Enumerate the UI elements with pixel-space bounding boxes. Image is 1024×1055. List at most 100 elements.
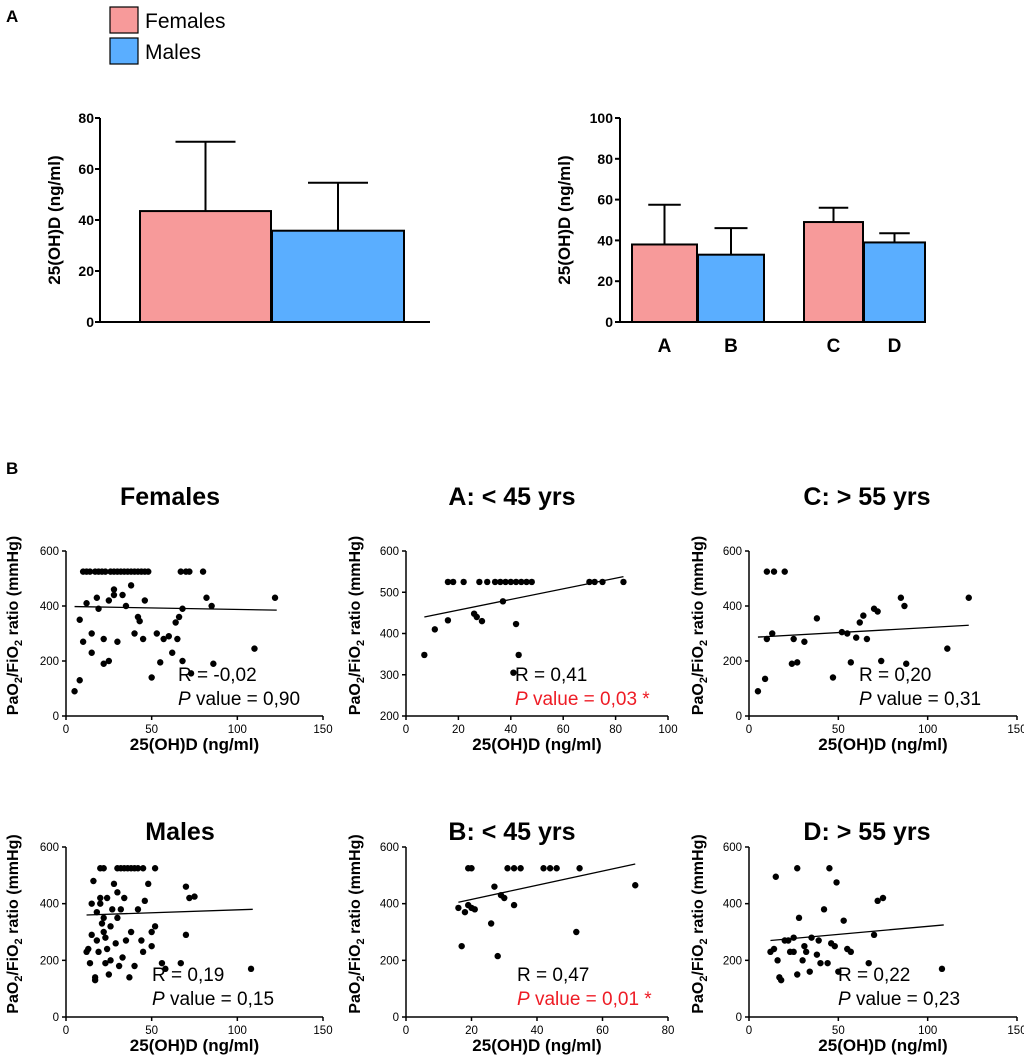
data-point (833, 879, 840, 886)
data-point (879, 894, 887, 902)
data-point (93, 908, 101, 916)
bar (803, 221, 864, 323)
x-tick-label: 150 (313, 1025, 332, 1037)
y-tick-label: 0 (736, 1012, 742, 1024)
correlation-r: R = 0,19 (152, 965, 224, 986)
data-point (770, 568, 778, 575)
y-axis-label-subscript: 2 (698, 677, 710, 683)
data-point (119, 954, 126, 961)
data-point (874, 897, 881, 905)
chart-title: B: < 45 yrs (448, 818, 575, 846)
x-tick-label: 50 (832, 1025, 845, 1037)
trend-line (757, 624, 969, 638)
data-point (109, 906, 116, 913)
data-point (153, 630, 161, 637)
data-point (95, 605, 102, 612)
data-point (847, 948, 855, 956)
data-point (179, 657, 186, 665)
data-point (790, 948, 797, 956)
data-point (88, 630, 95, 637)
data-point (763, 568, 771, 575)
data-point (781, 568, 788, 575)
y-tick-label: 400 (380, 899, 399, 911)
bar-chart-sex: 0 20 40 60 80 25(OH)D (ng/ml) (45, 110, 430, 330)
y-axis-label-subscript: 2 (698, 938, 710, 944)
bar (863, 241, 926, 323)
y-tick-label: 400 (380, 629, 399, 641)
trend-line (770, 924, 944, 942)
category-label: B (724, 336, 738, 357)
data-point (813, 615, 821, 622)
y-tick-label: 400 (723, 899, 742, 911)
data-point (76, 616, 83, 623)
y-axis-label-subscript: 2 (13, 976, 25, 982)
y-tick-label: 600 (380, 842, 399, 854)
y-axis-label-part: ratio (mmHg) (690, 834, 707, 938)
data-point (175, 613, 183, 621)
data-point (484, 578, 491, 586)
data-point (145, 880, 152, 888)
y-axis-label-part: ratio (mmHg) (347, 536, 364, 640)
y-axis-label-part: /FiO (5, 646, 22, 677)
x-tick-label: 60 (557, 724, 570, 736)
data-point (186, 568, 193, 575)
x-tick-label: 100 (228, 724, 247, 736)
data-point (831, 942, 838, 950)
y-axis-label: PaO2/FiO2 ratio (mmHg) (690, 834, 710, 1013)
x-tick-label: 50 (145, 724, 158, 736)
data-point (421, 651, 428, 659)
p-value-text: value = 0,01 * (530, 989, 653, 1010)
legend-label-females: Females (145, 10, 226, 33)
x-tick-label: 100 (228, 1025, 247, 1037)
data-point (777, 976, 785, 984)
y-axis-label-part: PaO (690, 683, 707, 715)
y-tick-label: 0 (393, 1012, 399, 1024)
p-value: P value = 0,01 * (517, 989, 652, 1010)
data-point (487, 920, 495, 927)
data-point (172, 619, 179, 626)
data-point (148, 942, 155, 950)
trend-line (74, 605, 277, 611)
data-point (824, 959, 831, 967)
bar (631, 243, 698, 323)
data-point (114, 914, 121, 922)
data-point (182, 931, 190, 939)
data-point (523, 578, 530, 586)
data-point (141, 897, 149, 905)
data-point (802, 948, 810, 956)
p-value: P value = 0,15 (152, 989, 274, 1010)
data-point (160, 635, 167, 643)
scatter-group-d: D: > 55 yrs 0 50 100 150 0 200 400 600 25(OH)D (n… (690, 818, 1024, 1055)
x-tick-label: 100 (918, 1025, 937, 1037)
p-value-italic: P (515, 689, 528, 710)
y-axis-label-part: ratio (mmHg) (690, 536, 707, 640)
data-point (102, 959, 109, 967)
data-point (151, 865, 159, 872)
y-axis-label-subscript: 2 (698, 640, 710, 646)
data-point (148, 674, 155, 681)
p-value-italic: P (859, 689, 872, 710)
y-axis-label-subscript: 2 (13, 677, 25, 683)
x-tick-label: 60 (596, 1025, 609, 1037)
y-axis-label: PaO2/FiO2 ratio (mmHg) (347, 536, 367, 715)
bar (697, 253, 765, 323)
bar (271, 229, 405, 324)
scatter-group-b: B: < 45 yrs 0 20 40 60 80 0 200 400 600 25(OH)D (n… (347, 818, 674, 1055)
data-point (856, 619, 863, 626)
data-point (599, 578, 606, 586)
data-point (186, 894, 193, 902)
x-tick-label: 0 (403, 724, 409, 736)
y-tick-label: 0 (86, 314, 94, 330)
data-point (478, 617, 486, 625)
data-point (517, 865, 524, 872)
data-point (169, 649, 176, 656)
y-axis-label-subscript: 2 (13, 640, 25, 646)
category-label: C (827, 336, 841, 357)
data-point (83, 600, 90, 607)
x-tick-label: 50 (145, 1025, 158, 1037)
data-point (965, 594, 972, 601)
y-axis-label-part: /FiO (347, 646, 364, 677)
x-tick-label: 150 (313, 724, 332, 736)
data-point (576, 865, 583, 872)
data-point (210, 660, 217, 667)
